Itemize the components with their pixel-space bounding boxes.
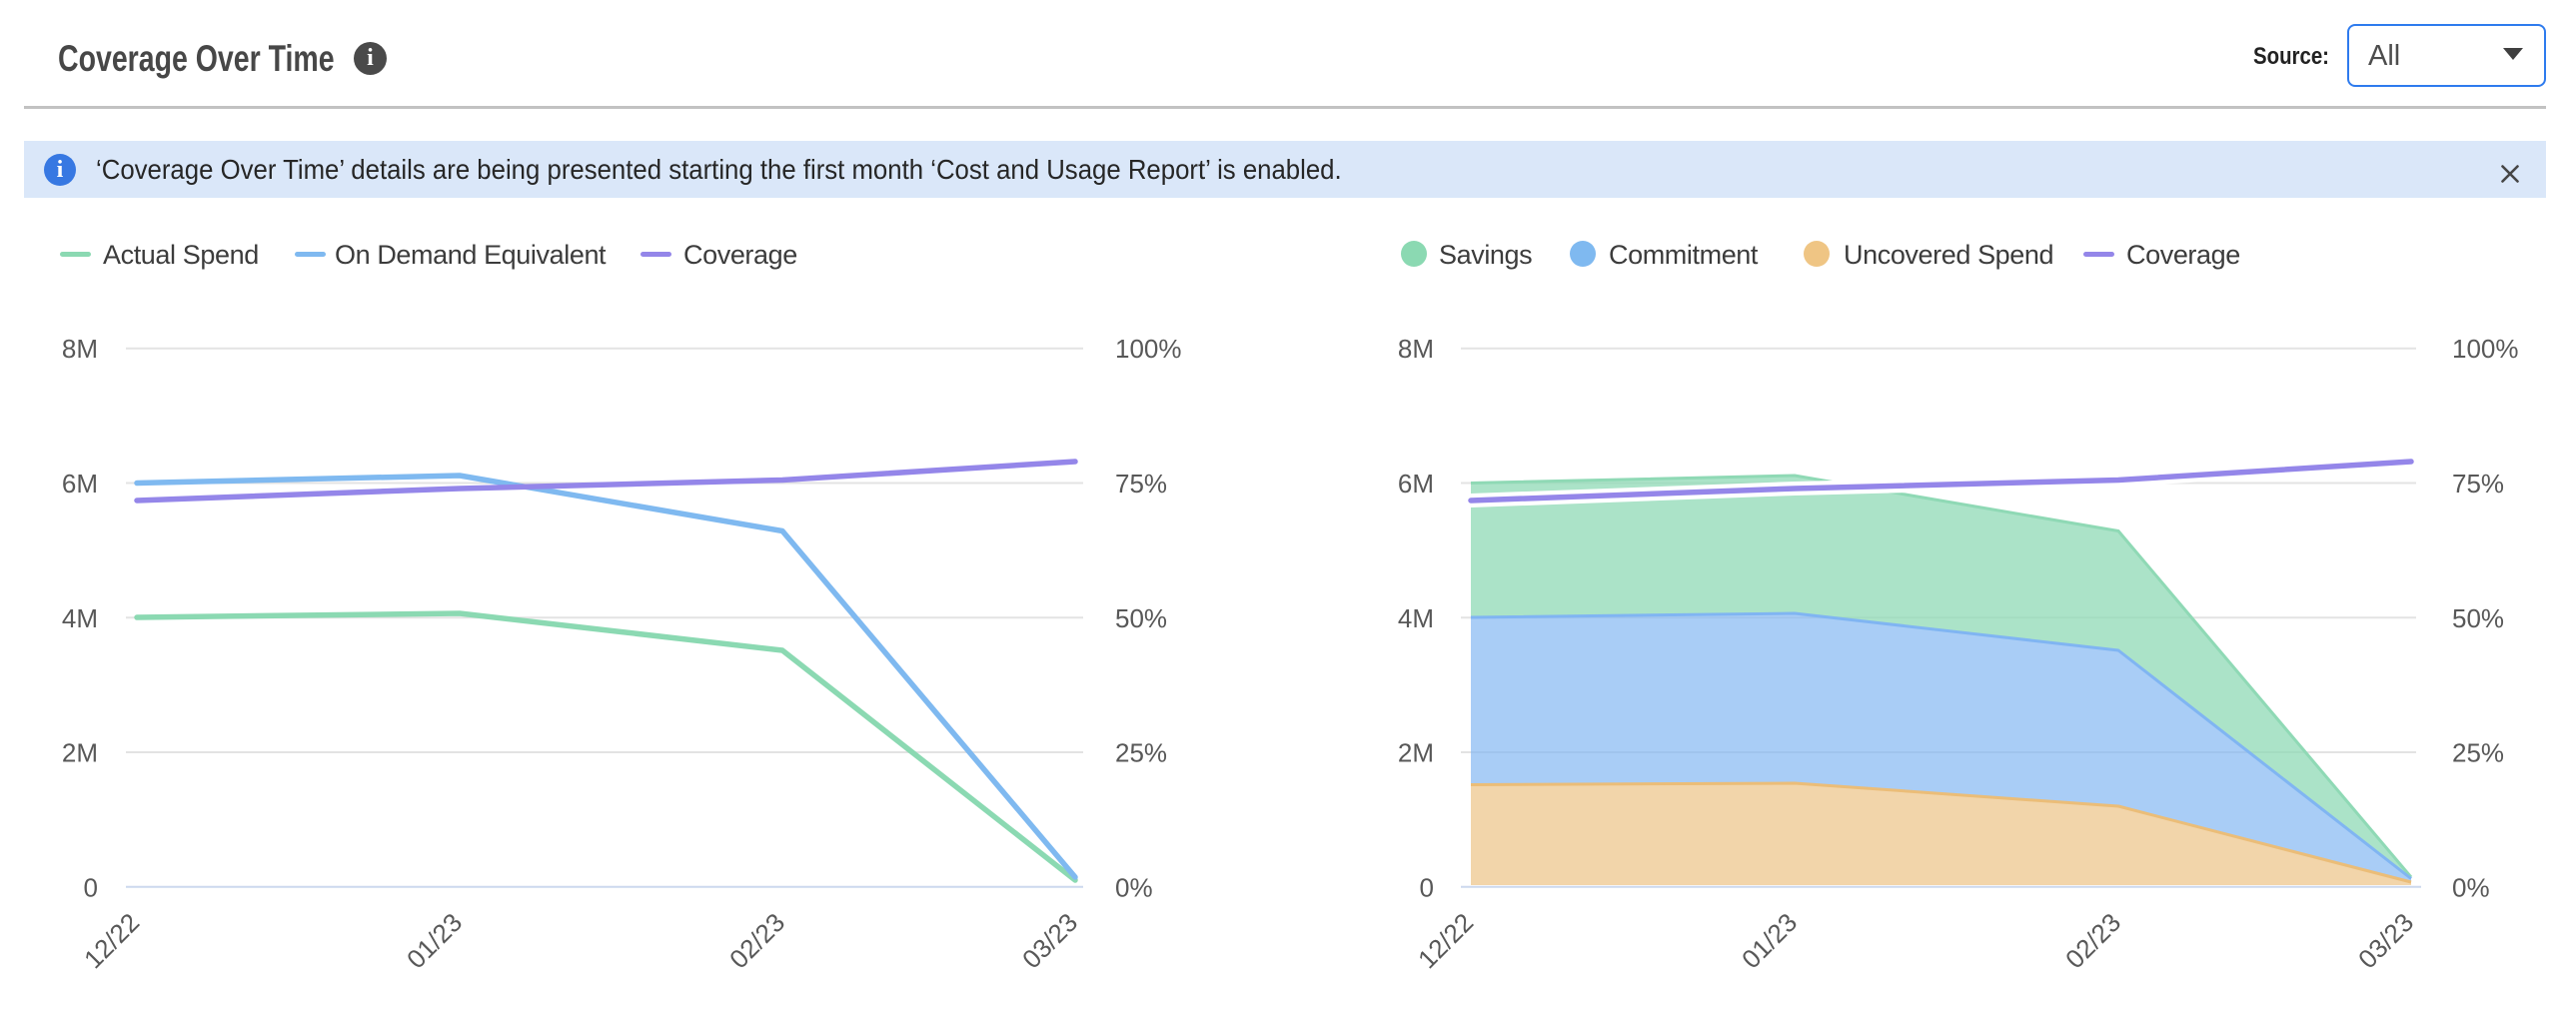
svg-text:8M: 8M	[1398, 334, 1434, 364]
svg-text:50%: 50%	[2452, 603, 2504, 633]
svg-text:0%: 0%	[1115, 872, 1153, 902]
svg-text:12/22: 12/22	[1412, 907, 1479, 974]
svg-text:0: 0	[1420, 872, 1434, 902]
svg-text:75%: 75%	[2452, 469, 2504, 499]
svg-text:2M: 2M	[1398, 738, 1434, 768]
svg-text:02/23: 02/23	[2059, 907, 2126, 974]
svg-text:2M: 2M	[62, 738, 98, 768]
svg-text:4M: 4M	[1398, 603, 1434, 633]
svg-text:12/22: 12/22	[78, 907, 145, 974]
svg-text:75%: 75%	[1115, 469, 1167, 499]
svg-text:6M: 6M	[1398, 469, 1434, 499]
svg-text:01/23: 01/23	[401, 907, 468, 974]
svg-text:25%: 25%	[2452, 738, 2504, 768]
svg-text:0: 0	[84, 872, 98, 902]
svg-text:100%: 100%	[1115, 334, 1182, 364]
svg-text:8M: 8M	[62, 334, 98, 364]
svg-text:6M: 6M	[62, 469, 98, 499]
svg-text:100%: 100%	[2452, 334, 2519, 364]
svg-text:02/23: 02/23	[723, 907, 790, 974]
svg-text:4M: 4M	[62, 603, 98, 633]
svg-text:50%: 50%	[1115, 603, 1167, 633]
svg-text:03/23: 03/23	[2352, 907, 2419, 974]
svg-text:0%: 0%	[2452, 872, 2490, 902]
svg-text:01/23: 01/23	[1736, 907, 1803, 974]
svg-text:03/23: 03/23	[1016, 907, 1083, 974]
svg-text:25%: 25%	[1115, 738, 1167, 768]
